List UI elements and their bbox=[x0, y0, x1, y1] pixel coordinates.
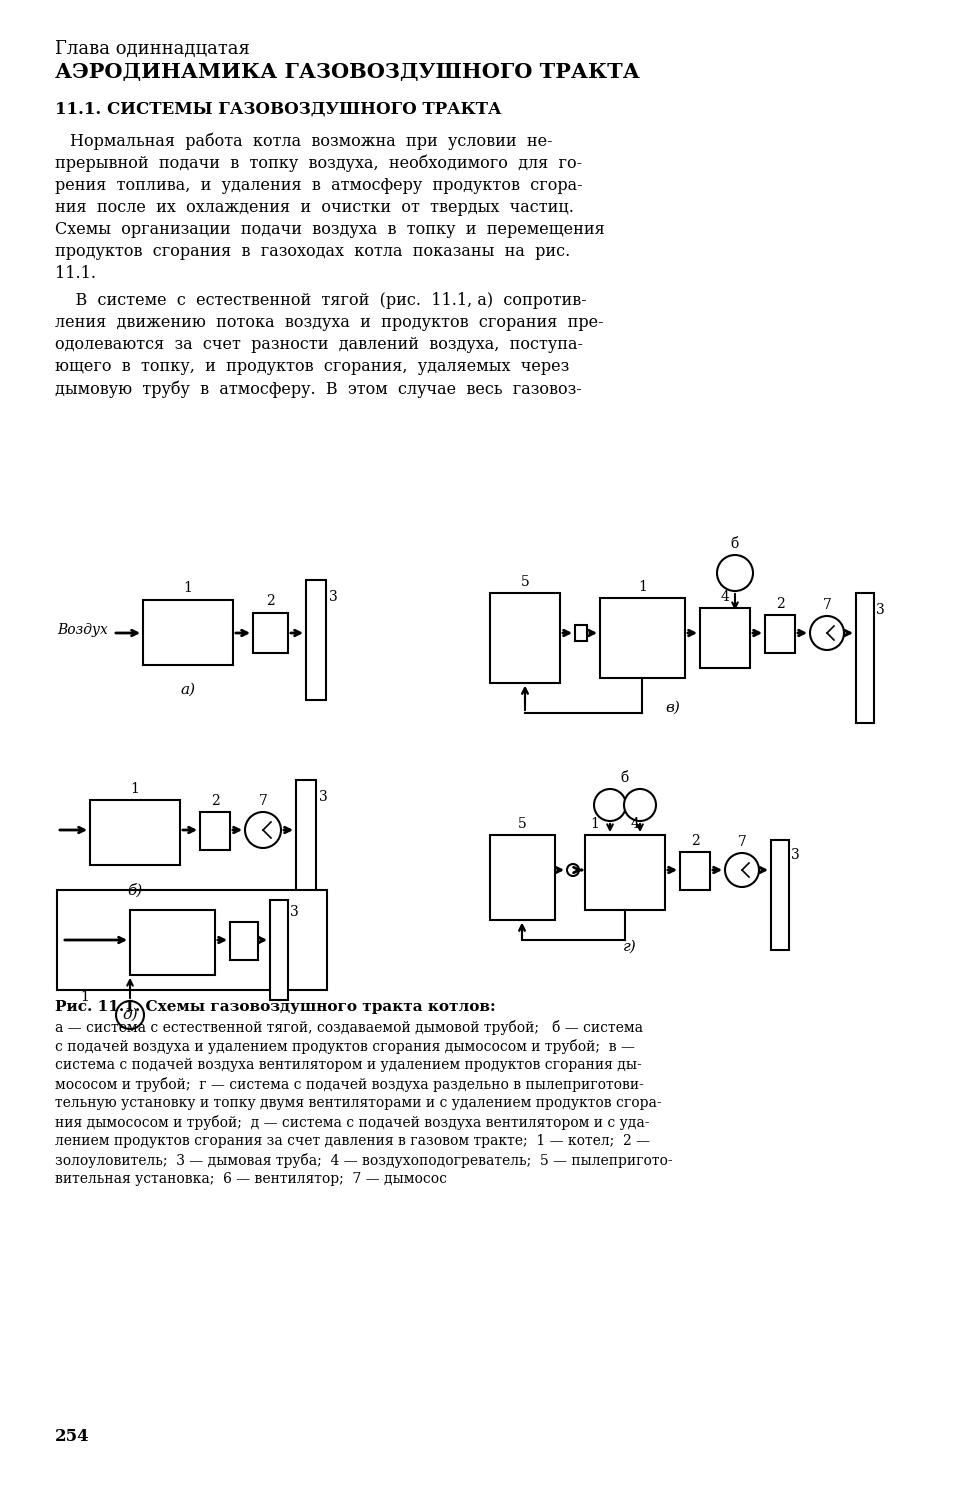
Text: 4: 4 bbox=[631, 818, 640, 831]
Circle shape bbox=[116, 1000, 144, 1029]
Bar bbox=[57, 890, 327, 990]
Bar bbox=[600, 598, 685, 678]
Text: 2: 2 bbox=[266, 594, 275, 608]
Bar bbox=[575, 626, 587, 640]
Text: 7: 7 bbox=[259, 794, 267, 808]
Text: рения  топлива,  и  удаления  в  атмосферу  продуктов  сгора-: рения топлива, и удаления в атмосферу пр… bbox=[55, 177, 582, 194]
Text: ния дымососом и трубой;  д — система с подачей воздуха вентилятором и с уда-: ния дымососом и трубой; д — система с по… bbox=[55, 1114, 649, 1130]
Text: Воздух: Воздух bbox=[57, 622, 108, 638]
Text: 3: 3 bbox=[791, 847, 799, 862]
Text: тельную установку и топку двумя вентиляторами и с удалением продуктов сгора-: тельную установку и топку двумя вентилят… bbox=[55, 1096, 662, 1110]
Bar bbox=[490, 592, 560, 682]
Text: золоуловитель;  3 — дымовая труба;  4 — воздухоподогреватель;  5 — пылепригото-: золоуловитель; 3 — дымовая труба; 4 — во… bbox=[55, 1154, 672, 1168]
Text: ления  движению  потока  воздуха  и  продуктов  сгорания  пре-: ления движению потока воздуха и продукто… bbox=[55, 314, 604, 332]
Text: одолеваются  за  счет  разности  давлений  воздуха,  поступа-: одолеваются за счет разности давлений во… bbox=[55, 336, 583, 352]
Bar bbox=[771, 840, 789, 950]
Text: В  системе  с  естественной  тягой  (рис.  11.1, а)  сопротив-: В системе с естественной тягой (рис. 11.… bbox=[55, 292, 587, 309]
Text: 3: 3 bbox=[329, 590, 338, 604]
Text: система с подачей воздуха вентилятором и удалением продуктов сгорания ды-: система с подачей воздуха вентилятором и… bbox=[55, 1058, 641, 1072]
Text: 1: 1 bbox=[131, 782, 140, 796]
Circle shape bbox=[725, 853, 759, 886]
Text: вительная установка;  6 — вентилятор;  7 — дымосос: вительная установка; 6 — вентилятор; 7 —… bbox=[55, 1172, 447, 1186]
Bar bbox=[253, 614, 288, 652]
Text: в): в) bbox=[666, 700, 680, 715]
Circle shape bbox=[717, 555, 753, 591]
Text: 5: 5 bbox=[518, 818, 527, 831]
Bar bbox=[130, 910, 215, 975]
Bar bbox=[230, 922, 258, 960]
Text: продуктов  сгорания  в  газоходах  котла  показаны  на  рис.: продуктов сгорания в газоходах котла пок… bbox=[55, 243, 570, 260]
Text: 5: 5 bbox=[520, 574, 529, 590]
Text: а): а) bbox=[180, 682, 196, 698]
Text: б: б bbox=[621, 771, 629, 784]
Text: 11.1. СИСТЕМЫ ГАЗОВОЗДУШНОГО ТРАКТА: 11.1. СИСТЕМЫ ГАЗОВОЗДУШНОГО ТРАКТА bbox=[55, 100, 502, 117]
Bar bbox=[490, 836, 555, 920]
Text: прерывной  подачи  в  топку  воздуха,  необходимого  для  го-: прерывной подачи в топку воздуха, необхо… bbox=[55, 154, 582, 172]
Bar bbox=[296, 780, 316, 900]
Text: 7: 7 bbox=[737, 836, 746, 849]
Circle shape bbox=[810, 616, 844, 650]
Bar bbox=[306, 580, 326, 700]
Text: б: б bbox=[731, 537, 739, 550]
Text: лением продуктов сгорания за счет давления в газовом тракте;  1 — котел;  2 —: лением продуктов сгорания за счет давлен… bbox=[55, 1134, 650, 1148]
Bar bbox=[700, 608, 750, 668]
Text: Рис. 11.1. Схемы газовоздушного тракта котлов:: Рис. 11.1. Схемы газовоздушного тракта к… bbox=[55, 1000, 495, 1014]
Text: д): д) bbox=[122, 1008, 138, 1022]
Text: 7: 7 bbox=[823, 598, 831, 612]
Text: 4: 4 bbox=[721, 590, 730, 604]
Bar bbox=[90, 800, 180, 865]
Bar bbox=[200, 812, 230, 850]
Circle shape bbox=[624, 789, 656, 820]
Text: Нормальная  работа  котла  возможна  при  условии  не-: Нормальная работа котла возможна при усл… bbox=[70, 134, 552, 150]
Text: Глава одиннадцатая: Глава одиннадцатая bbox=[55, 40, 250, 58]
Text: 2: 2 bbox=[775, 597, 784, 610]
Bar bbox=[856, 592, 874, 723]
Text: 11.1.: 11.1. bbox=[55, 266, 96, 282]
Text: ющего  в  топку,  и  продуктов  сгорания,  удаляемых  через: ющего в топку, и продуктов сгорания, уда… bbox=[55, 358, 569, 375]
Text: б): б) bbox=[127, 884, 142, 897]
Text: 3: 3 bbox=[876, 603, 885, 616]
Text: Схемы  организации  подачи  воздуха  в  топку  и  перемещения: Схемы организации подачи воздуха в топку… bbox=[55, 220, 605, 238]
Bar bbox=[143, 600, 233, 664]
Bar bbox=[680, 852, 710, 889]
Text: 1: 1 bbox=[183, 580, 193, 596]
Text: 1: 1 bbox=[590, 818, 600, 831]
Text: 2: 2 bbox=[691, 834, 700, 848]
Text: ния  после  их  охлаждения  и  очистки  от  твердых  частиц.: ния после их охлаждения и очистки от тве… bbox=[55, 200, 574, 216]
Text: 1: 1 bbox=[638, 580, 647, 594]
Bar bbox=[585, 836, 665, 910]
Bar bbox=[765, 615, 795, 652]
Bar bbox=[270, 900, 288, 1001]
Circle shape bbox=[245, 812, 281, 847]
Text: 1: 1 bbox=[80, 990, 89, 1004]
Text: а — система с естественной тягой, создаваемой дымовой трубой;   б — система: а — система с естественной тягой, создав… bbox=[55, 1020, 643, 1035]
Text: дымовую  трубу  в  атмосферу.  В  этом  случае  весь  газовоз-: дымовую трубу в атмосферу. В этом случае… bbox=[55, 380, 581, 398]
Text: с подачей воздуха и удалением продуктов сгорания дымососом и трубой;  в —: с подачей воздуха и удалением продуктов … bbox=[55, 1040, 635, 1054]
Text: 3: 3 bbox=[319, 790, 328, 804]
Text: 2: 2 bbox=[210, 794, 219, 808]
Text: мососом и трубой;  г — система с подачей воздуха раздельно в пылеприготови-: мососом и трубой; г — система с подачей … bbox=[55, 1077, 643, 1092]
Text: 254: 254 bbox=[55, 1428, 89, 1444]
Circle shape bbox=[594, 789, 626, 820]
Text: 3: 3 bbox=[290, 904, 298, 920]
Text: г): г) bbox=[623, 940, 637, 954]
Text: АЭРОДИНАМИКА ГАЗОВОЗДУШНОГО ТРАКТА: АЭРОДИНАМИКА ГАЗОВОЗДУШНОГО ТРАКТА bbox=[55, 62, 640, 82]
Circle shape bbox=[567, 864, 579, 876]
